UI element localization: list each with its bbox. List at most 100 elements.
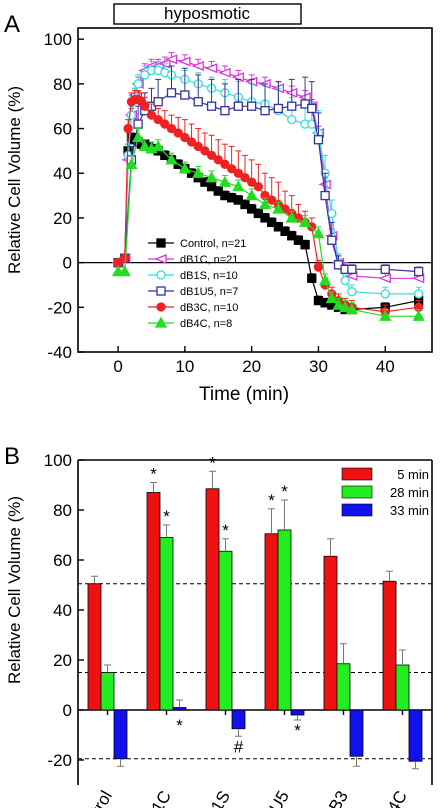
panel-a-data-point <box>247 101 257 111</box>
panel-a-plot-frame <box>77 27 433 353</box>
panel-a-legend-marker <box>156 270 166 280</box>
panel-b-bar <box>146 492 161 711</box>
panel-b-significance-mark: * <box>281 482 288 501</box>
panel-a-data-point <box>339 300 352 312</box>
panel-a-data-point <box>153 114 163 125</box>
panel-b-category-label: dB1U5 <box>251 788 293 808</box>
panel-a-x-tick-label: 30 <box>309 357 328 376</box>
panel-a-data-point <box>345 271 358 281</box>
panel-a-data-point <box>205 171 218 183</box>
panel-a-data-point <box>193 141 203 152</box>
panel-b-y-tick-label: 80 <box>53 501 72 520</box>
panel-a-data-point <box>413 266 424 277</box>
panel-b-legend-label: 5 min <box>397 467 429 482</box>
panel-b-label: B <box>4 443 20 470</box>
panel-a-data-point <box>140 101 150 111</box>
panel-b-legend-swatch <box>341 503 373 517</box>
panel-a-series-1 <box>111 52 425 284</box>
panel-b-significance-mark: * <box>176 716 183 735</box>
panel-a-data-point <box>332 298 345 310</box>
panel-a-data-point <box>126 110 137 120</box>
panel-a-data-point <box>123 123 133 134</box>
panel-a-y-tick-label: 80 <box>53 75 72 94</box>
panel-a-y-tick-label: -40 <box>47 343 72 362</box>
panel-a-data-point <box>206 101 217 111</box>
panel-a-data-point <box>166 123 177 134</box>
panel-a-data-point <box>327 208 337 219</box>
panel-a-legend: Control, n=21 dB1C, n=21 dB1S, n=10 dB1U5, … <box>148 238 246 330</box>
panel-b-category-label: control <box>74 788 116 808</box>
panel-a-label: A <box>4 11 20 38</box>
panel-a-legend-marker <box>156 286 166 296</box>
panel-a-series-5 <box>111 128 425 321</box>
panel-a-data-point <box>138 140 151 152</box>
panel-b-bar <box>349 709 364 757</box>
panel-a-y-tick-label: 0 <box>63 254 72 273</box>
panel-a-data-point <box>312 227 325 239</box>
panel-b-y-tick-label: 60 <box>53 551 72 570</box>
panel-b-bar <box>277 529 292 711</box>
panel-b-bar <box>408 709 423 762</box>
panel-a-series-4 <box>113 90 424 317</box>
panel-a-data-point <box>220 106 230 116</box>
panel-b-bar <box>336 663 351 711</box>
panel-a-data-point <box>313 262 324 272</box>
panel-b-bar <box>290 709 305 716</box>
panel-b-category-label: dB3 <box>320 788 352 808</box>
panel-a-data-point <box>411 273 425 284</box>
panel-a-data-point <box>200 146 210 156</box>
panel-a-data-point <box>218 175 232 187</box>
panel-a-y-tick-label: 20 <box>53 209 72 228</box>
panel-a-data-point <box>240 173 250 183</box>
panel-b-y-tick-label: 20 <box>53 651 72 670</box>
panel-a-x-tick-label: 10 <box>175 357 194 376</box>
panel-a-data-point <box>120 253 130 263</box>
panel-a-data-point <box>378 273 391 284</box>
panel-a-legend-marker <box>156 302 166 312</box>
panel-b-category-label: dB1S <box>197 788 234 808</box>
panel-a-data-point <box>258 198 272 210</box>
panel-a-data-point <box>213 155 223 165</box>
panel-a-data-point <box>298 216 312 228</box>
panel-a-data-point <box>287 114 297 125</box>
panel-a-data-point <box>165 153 178 165</box>
panel-a-data-point <box>327 235 337 245</box>
panel-a-data-point <box>380 264 390 274</box>
panel-a-y-axis-label: Relative Cell Volume (%) <box>5 86 24 274</box>
panel-b-y-tick-label: -20 <box>47 751 72 770</box>
panel-b-bar <box>100 672 115 711</box>
panel-a-data-point <box>325 292 338 304</box>
panel-a-x-tick-label: 20 <box>242 357 261 376</box>
panel-a-data-point <box>166 88 177 98</box>
panel-b-bar <box>159 537 174 711</box>
panel-a-data-point <box>247 177 257 187</box>
panel-a-data-point <box>118 265 131 277</box>
panel-a-data-point <box>313 135 324 145</box>
panel-a-data-point <box>273 103 284 114</box>
panel-b-significance-mark: * <box>150 465 157 484</box>
panel-b-bar <box>218 550 233 711</box>
panel-b-chart: B Relative Cell Volume (%) -20 0 20 40 60 80 1… <box>4 443 433 808</box>
panel-a-data-point <box>232 180 245 192</box>
panel-a-data-point <box>260 106 270 116</box>
panel-b-legend-label: 33 min <box>390 503 429 518</box>
panel-a-data-point <box>152 140 165 152</box>
panel-a-data-point <box>206 150 217 161</box>
panel-a-data-point <box>192 166 205 178</box>
panel-a-data-point <box>319 274 332 286</box>
panel-a-data-point <box>320 190 330 201</box>
panel-a-data-point <box>379 309 392 321</box>
panel-a-data-point <box>133 119 143 129</box>
panel-b-bar <box>205 488 220 711</box>
panel-b-y-tick-label: 100 <box>44 451 72 470</box>
panel-a-data-point <box>220 159 230 169</box>
panel-a-data-point <box>133 79 143 89</box>
panel-b-category-label: dB1C <box>137 788 175 808</box>
panel-b-bar <box>113 709 128 760</box>
panel-a-data-point <box>178 56 191 67</box>
panel-a-data-point <box>347 264 357 274</box>
panel-b-legend-swatch <box>341 485 373 499</box>
panel-b-y-tick-label: 0 <box>63 701 72 720</box>
panel-b-y-axis-label: Relative Cell Volume (%) <box>5 496 24 684</box>
panel-a-data-point <box>267 195 277 205</box>
